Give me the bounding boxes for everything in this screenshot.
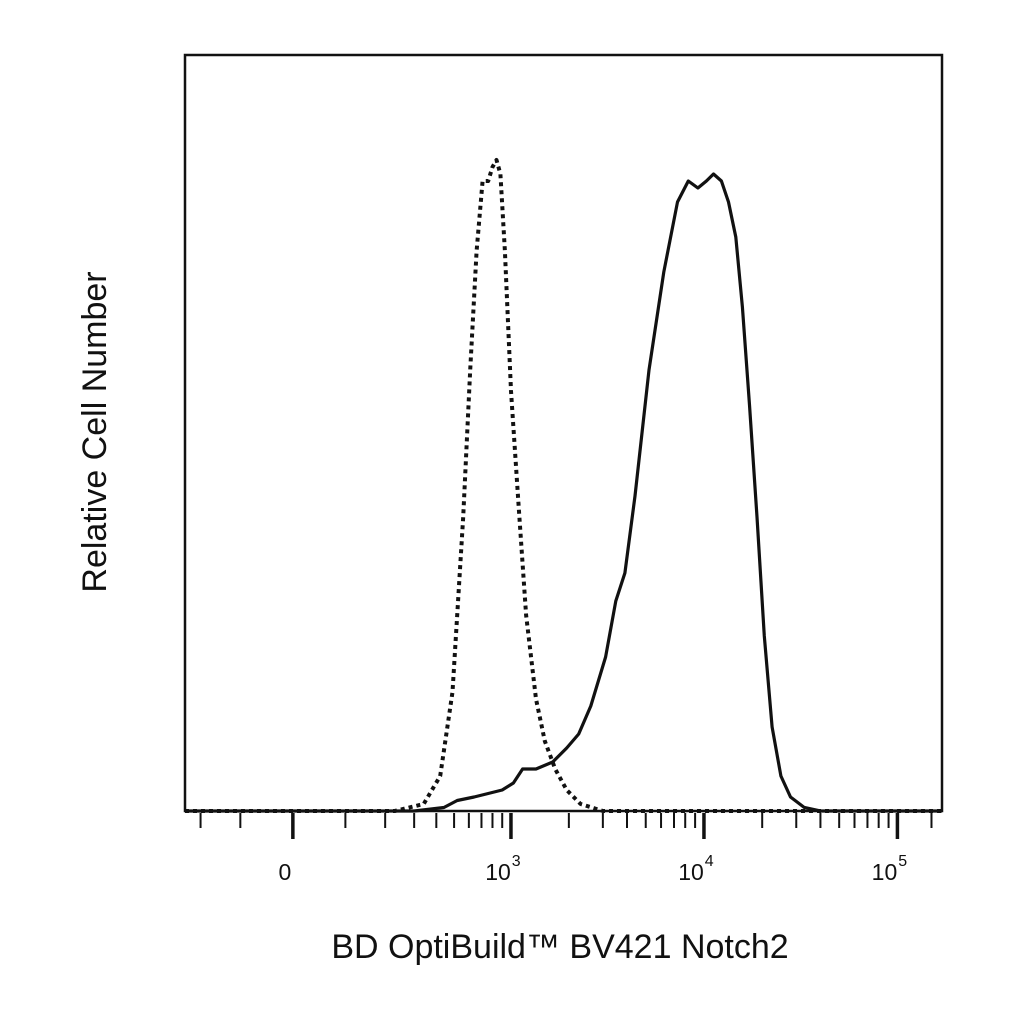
x-tick-exponent: 3 (512, 853, 521, 870)
x-tick-label: 105 (872, 853, 908, 885)
plot-area-frame (183, 53, 944, 813)
x-axis-tick-labels: 0 103 104 105 (278, 853, 907, 885)
series-solid-histogram (185, 172, 942, 813)
series-dotted-histogram (185, 158, 942, 813)
x-tick-label: 103 (485, 853, 521, 885)
y-axis-label: Relative Cell Number (76, 271, 114, 592)
x-tick-exponent: 4 (705, 853, 714, 870)
x-tick-label: 104 (678, 853, 714, 885)
x-axis-label: BD OptiBuild™ BV421 Notch2 (331, 928, 788, 966)
x-tick-exponent: 5 (898, 853, 907, 870)
x-tick-label: 0 (278, 859, 291, 885)
series-layer (185, 158, 942, 813)
x-axis-ticks (199, 813, 933, 839)
